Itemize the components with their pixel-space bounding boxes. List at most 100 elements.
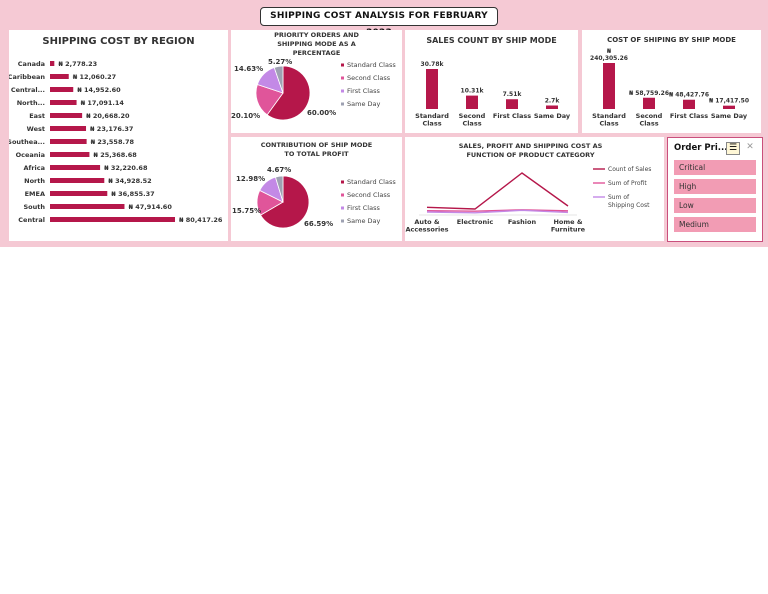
sales-count-data-label: 30.78k bbox=[421, 61, 445, 68]
line-series bbox=[426, 172, 569, 210]
region-data-label: ₦ 32,220.68 bbox=[104, 164, 148, 172]
priority-pie-legend-swatch bbox=[341, 89, 344, 93]
region-data-label: ₦ 34,928.52 bbox=[108, 177, 151, 185]
profit-pie-slice bbox=[274, 175, 284, 203]
panel-region: SHIPPING COST BY REGION Canada ₦ 2,778.23… bbox=[9, 30, 228, 241]
clear-filter-icon[interactable]: ✕ bbox=[746, 142, 754, 152]
sales-count-bar-chart: 30.78kStandardClass10.31kSecondClass7.51… bbox=[415, 61, 571, 128]
region-data-label: ₦ 20,668.20 bbox=[86, 112, 130, 120]
slicer-item-low[interactable]: Low bbox=[674, 198, 756, 213]
sales-count-data-label: 10.31k bbox=[461, 88, 485, 95]
profit-pie-legend-label: Second Class bbox=[347, 191, 391, 199]
dashboard-title: SHIPPING COST ANALYSIS FOR FEBRUARY 2023 bbox=[260, 7, 498, 38]
region-data-label: ₦ 25,368.68 bbox=[93, 151, 137, 159]
priority-pie-slice bbox=[273, 65, 284, 94]
priority-pie-legend-label: First Class bbox=[347, 87, 380, 95]
sales-count-bar bbox=[506, 99, 518, 109]
shipping-cost-bar bbox=[643, 97, 655, 109]
sales-count-category-label: First Class bbox=[493, 112, 531, 120]
profit-pie-data-label: 4.67% bbox=[267, 166, 291, 174]
shipping-cost-category-label: Class bbox=[639, 120, 658, 128]
sales-count-bar bbox=[466, 95, 478, 109]
line-category-label: Auto & bbox=[414, 218, 439, 226]
order-priority-slicer: Order Pri... ☰ ✕ Critical High Low Mediu… bbox=[667, 137, 763, 242]
region-category-label: South bbox=[23, 203, 45, 211]
priority-pie-legend-label: Same Day bbox=[347, 100, 380, 108]
region-category-label: Central... bbox=[11, 86, 45, 94]
region-bar bbox=[50, 126, 87, 131]
region-data-label: ₦ 36,855.37 bbox=[111, 190, 154, 198]
line-category-label: Accessories bbox=[405, 226, 448, 234]
sales-count-category-label: Same Day bbox=[534, 112, 571, 120]
slicer-item-medium[interactable]: Medium bbox=[674, 217, 756, 232]
profit-pie-slice bbox=[259, 175, 310, 229]
shipping-cost-category-label: Second bbox=[636, 112, 663, 120]
region-bar bbox=[50, 87, 74, 92]
line-category-label: Electronic bbox=[457, 218, 494, 226]
priority-pie-chart: 60.00% 20.10% 14.63% 5.27% Standard Class Sec… bbox=[231, 58, 396, 121]
priority-pie-data-label: 14.63% bbox=[234, 65, 263, 73]
region-category-label: Southea... bbox=[9, 138, 45, 146]
region-bar bbox=[50, 152, 90, 157]
line-legend-label: Count of Sales bbox=[608, 166, 651, 173]
line-category-label: Fashion bbox=[508, 218, 537, 226]
region-data-label: ₦ 47,914.60 bbox=[128, 203, 172, 211]
profit-pie-legend-label: Same Day bbox=[347, 217, 380, 225]
category-line-title: SALES, PROFIT AND SHIPPING COST AS FUNCT… bbox=[458, 142, 603, 159]
profit-pie-chart: 66.59% 15.75% 12.98%4.67% Standard Class Sec… bbox=[232, 166, 396, 229]
shipping-cost-category-label: Same Day bbox=[711, 112, 748, 120]
profit-pie-title: CONTRIBUTION OF SHIP MODE TO TOTAL PROFI… bbox=[260, 141, 373, 158]
shipping-cost-data-label: ₦ 58,759.26 bbox=[629, 90, 669, 97]
region-bar bbox=[50, 139, 87, 144]
region-data-label: ₦ 2,778.23 bbox=[58, 60, 97, 68]
sales-count-data-label: 7.51k bbox=[503, 91, 523, 98]
region-data-label: ₦ 12,060.27 bbox=[73, 73, 116, 81]
region-category-label: North bbox=[24, 177, 45, 185]
region-bar bbox=[50, 113, 83, 118]
sales-count-title: SALES COUNT BY SHIP MODE bbox=[426, 36, 557, 45]
priority-pie-legend-swatch bbox=[341, 76, 344, 80]
priority-pie-legend-swatch bbox=[341, 102, 344, 106]
panel-priority-pie: PRIORITY ORDERS AND SHIPPING MODE AS A P… bbox=[231, 30, 402, 133]
sales-count-bar bbox=[426, 69, 438, 109]
region-bar bbox=[50, 100, 77, 105]
sales-count-category-label: Class bbox=[462, 120, 481, 128]
shipping-cost-category-label: Standard bbox=[592, 112, 626, 120]
region-bar bbox=[50, 165, 101, 170]
region-data-label: ₦ 23,558.78 bbox=[91, 138, 135, 146]
priority-pie-slice bbox=[266, 65, 311, 121]
line-series bbox=[426, 209, 569, 214]
sales-count-bar bbox=[546, 105, 558, 109]
region-data-label: ₦ 80,417.26 bbox=[179, 216, 223, 224]
region-category-label: East bbox=[29, 112, 45, 120]
shipping-cost-category-label: Class bbox=[599, 120, 618, 128]
shipping-cost-data-label: ₦ 17,417.50 bbox=[709, 98, 749, 105]
slicer-item-high[interactable]: High bbox=[674, 179, 756, 194]
priority-pie-legend-label: Second Class bbox=[347, 74, 391, 82]
sales-count-category-label: Standard bbox=[415, 112, 449, 120]
priority-pie-legend-swatch bbox=[341, 63, 344, 67]
multi-select-icon[interactable]: ☰ bbox=[726, 142, 740, 155]
region-bar bbox=[50, 204, 125, 209]
line-legend-label: Sum of Profit bbox=[608, 180, 647, 187]
region-category-label: EMEA bbox=[25, 190, 45, 198]
region-category-label: Central bbox=[18, 216, 45, 224]
slicer-item-critical[interactable]: Critical bbox=[674, 160, 756, 175]
line-legend-label: Shipping Cost bbox=[608, 202, 650, 209]
sales-count-category-label: Class bbox=[422, 120, 441, 128]
shipping-cost-data-label: 240,305.26 bbox=[590, 55, 628, 62]
profit-pie-data-label: 15.75% bbox=[232, 207, 261, 215]
panel-category-line: SALES, PROFIT AND SHIPPING COST AS FUNCT… bbox=[405, 137, 664, 241]
priority-pie-title: PRIORITY ORDERS AND SHIPPING MODE AS A P… bbox=[274, 31, 359, 57]
profit-pie-legend-swatch bbox=[341, 219, 344, 223]
line-legend-label: Sum of bbox=[608, 194, 630, 201]
shipping-cost-bar bbox=[723, 105, 735, 109]
line-category-label: Home & bbox=[553, 218, 582, 226]
shipping-cost-data-label: ₦ 48,427.76 bbox=[669, 92, 709, 99]
region-category-label: North... bbox=[17, 99, 45, 107]
shipping-cost-bar bbox=[683, 99, 695, 109]
region-data-label: ₦ 14,952.60 bbox=[77, 86, 121, 94]
region-bar bbox=[50, 61, 55, 66]
profit-pie-data-label: 66.59% bbox=[304, 220, 333, 228]
